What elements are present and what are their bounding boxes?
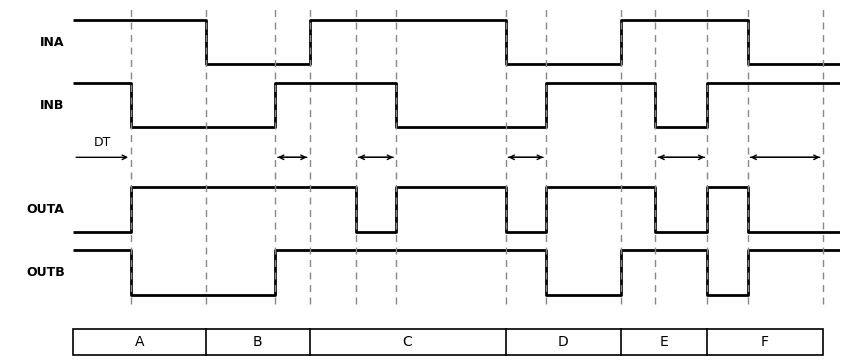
Text: E: E bbox=[660, 335, 668, 349]
Text: INB: INB bbox=[41, 99, 65, 112]
Text: C: C bbox=[403, 335, 413, 349]
Text: OUTA: OUTA bbox=[27, 203, 65, 216]
Text: B: B bbox=[253, 335, 262, 349]
Text: DT: DT bbox=[94, 136, 111, 150]
Text: INA: INA bbox=[41, 35, 65, 49]
Text: A: A bbox=[135, 335, 144, 349]
Text: F: F bbox=[761, 335, 769, 349]
Text: OUTB: OUTB bbox=[26, 266, 65, 279]
Bar bbox=[73, 329, 823, 355]
Text: D: D bbox=[558, 335, 569, 349]
